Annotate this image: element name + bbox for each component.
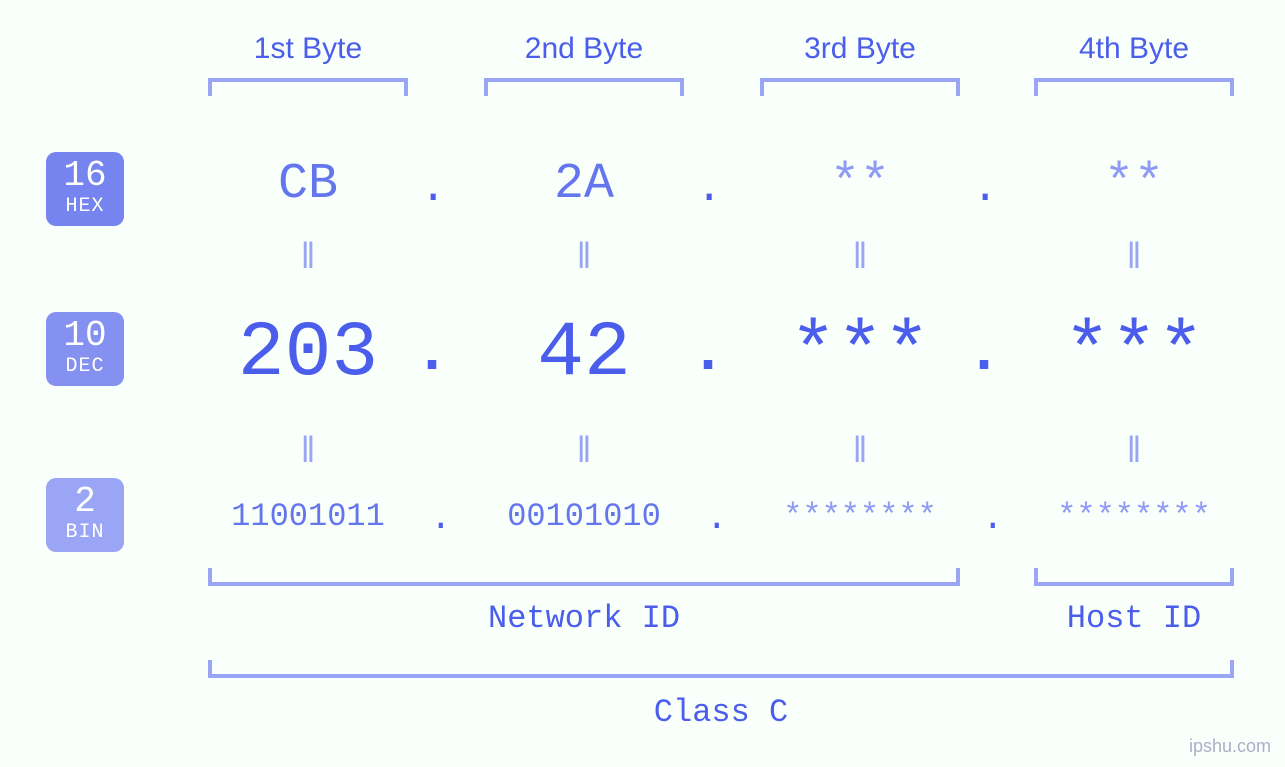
bin-byte-2: 00101010 [454, 498, 714, 535]
hex-byte-3: ** [760, 156, 960, 213]
class-bracket [208, 660, 1234, 678]
eq-1-3: ǁ [760, 238, 960, 279]
byte-label-3: 3rd Byte [760, 32, 960, 66]
dec-byte-3: *** [730, 310, 990, 398]
dec-byte-4: *** [1004, 310, 1264, 398]
base-num-bin: 2 [46, 484, 124, 520]
base-lbl-hex: HEX [46, 196, 124, 218]
bin-byte-4: ******** [1004, 498, 1264, 535]
eq-2-4: ǁ [1034, 432, 1234, 473]
byte-bracket-1 [208, 78, 408, 96]
byte-label-1: 1st Byte [208, 32, 408, 66]
host-bracket [1034, 568, 1234, 586]
byte-bracket-2 [484, 78, 684, 96]
byte-bracket-3 [760, 78, 960, 96]
dec-dot-3: . [966, 320, 1002, 388]
byte-label-2: 2nd Byte [484, 32, 684, 66]
hex-byte-2: 2A [484, 156, 684, 213]
hex-byte-1: CB [208, 156, 408, 213]
bin-byte-1: 11001011 [178, 498, 438, 535]
eq-1-4: ǁ [1034, 238, 1234, 279]
base-num-hex: 16 [46, 158, 124, 194]
eq-1-1: ǁ [208, 238, 408, 279]
dec-dot-2: . [690, 320, 726, 388]
base-badge-bin: 2 BIN [46, 478, 124, 552]
ip-diagram: 1st Byte 2nd Byte 3rd Byte 4th Byte 16 H… [0, 0, 1285, 767]
eq-2-2: ǁ [484, 432, 684, 473]
dec-byte-2: 42 [454, 310, 714, 398]
base-badge-hex: 16 HEX [46, 152, 124, 226]
class-label: Class C [208, 694, 1234, 731]
network-id-label: Network ID [208, 600, 960, 637]
hex-dot-2: . [696, 164, 722, 214]
dec-byte-1: 203 [178, 310, 438, 398]
host-id-label: Host ID [1034, 600, 1234, 637]
base-num-dec: 10 [46, 318, 124, 354]
bin-dot-1: . [430, 498, 452, 539]
network-bracket [208, 568, 960, 586]
base-badge-dec: 10 DEC [46, 312, 124, 386]
bin-dot-3: . [982, 498, 1004, 539]
watermark: ipshu.com [1189, 736, 1271, 757]
eq-2-1: ǁ [208, 432, 408, 473]
byte-label-4: 4th Byte [1034, 32, 1234, 66]
hex-byte-4: ** [1034, 156, 1234, 213]
dec-dot-1: . [414, 320, 450, 388]
eq-1-2: ǁ [484, 238, 684, 279]
byte-bracket-4 [1034, 78, 1234, 96]
hex-dot-1: . [420, 164, 446, 214]
base-lbl-dec: DEC [46, 356, 124, 378]
base-lbl-bin: BIN [46, 522, 124, 544]
bin-byte-3: ******** [730, 498, 990, 535]
bin-dot-2: . [706, 498, 728, 539]
eq-2-3: ǁ [760, 432, 960, 473]
hex-dot-3: . [972, 164, 998, 214]
